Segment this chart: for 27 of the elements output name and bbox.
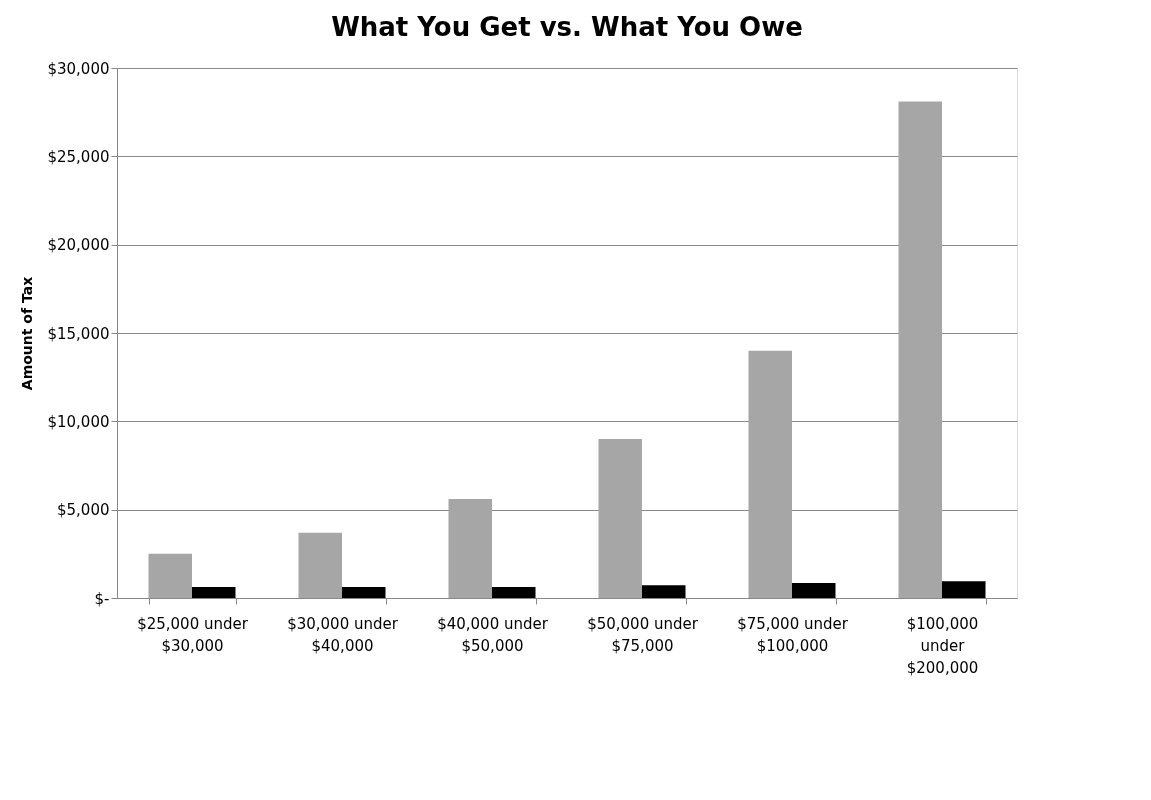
y-tick-label: $25,000 [47,147,110,166]
y-tick-label: $15,000 [47,324,110,343]
x-tick-label: $50,000 under $75,000 [587,614,699,655]
y-tick-label: $- [94,589,110,608]
bar [898,101,942,598]
x-tick-label: $75,000 under $100,000 [737,614,849,655]
bar [792,582,836,598]
y-tick-label: $10,000 [47,412,110,431]
bar [748,350,792,598]
bar [448,499,492,598]
x-tick-label: $40,000 under $50,000 [437,614,549,655]
y-tick-label: $30,000 [47,59,110,78]
x-tick-label: $25,000 under $30,000 [137,614,249,655]
x-tick-label: $100,000 under $200,000 [906,614,979,677]
bar [192,587,236,598]
bar [148,553,192,598]
y-tick-label: $5,000 [57,501,110,520]
bar [598,439,642,598]
y-axis-title: Amount of Tax [19,276,36,391]
chart-title: What You Get vs. What You Owe [331,12,803,42]
bar [492,587,536,598]
bar [642,585,686,598]
bar [298,532,342,598]
y-tick-label: $20,000 [47,236,110,255]
bar [342,587,386,598]
x-tick-label: $30,000 under $40,000 [287,614,399,655]
bar [942,581,986,598]
